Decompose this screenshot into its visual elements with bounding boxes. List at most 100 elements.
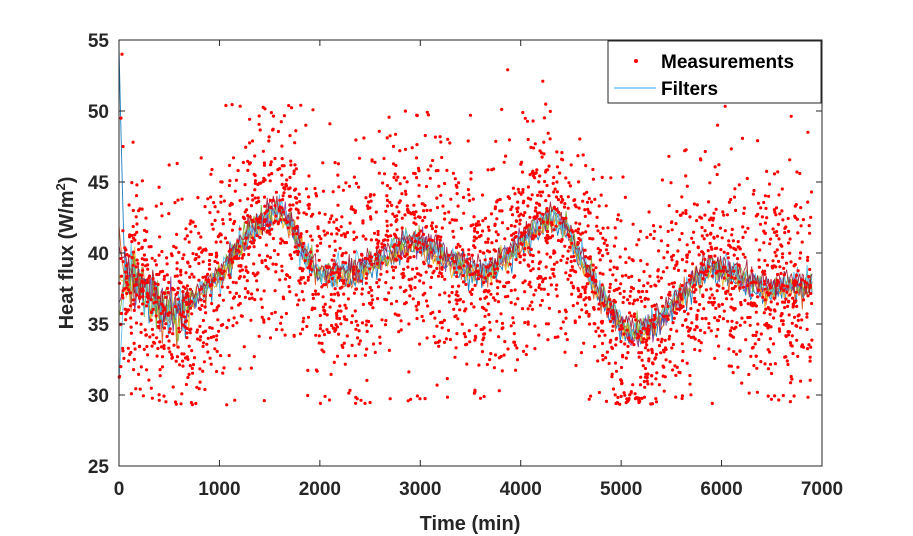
measurement-point [118,374,122,379]
measurement-point [214,369,219,374]
measurement-point [429,164,433,168]
measurement-point [693,328,697,332]
measurement-point [189,400,193,405]
measurement-point [309,250,313,254]
measurement-point [809,291,813,296]
measurement-point [659,276,664,280]
measurement-point [159,202,163,206]
measurement-point [541,190,545,194]
measurement-point [301,327,305,331]
measurement-point [685,253,690,257]
measurement-point [728,329,733,333]
measurement-point [443,181,447,186]
measurement-point [807,343,811,347]
measurement-point [289,159,293,163]
measurement-point [361,234,365,238]
measurement-point [673,364,677,368]
measurement-point [180,392,184,396]
measurement-point [675,329,679,333]
measurement-point [235,321,239,325]
measurement-point [659,239,664,243]
measurement-point [614,236,618,240]
measurement-point [216,318,220,322]
measurement-point [731,335,736,339]
measurement-point [637,399,641,403]
measurement-point [732,350,736,354]
measurement-point [385,224,389,228]
measurement-point [701,277,705,281]
measurement-point [716,327,720,332]
measurement-point [271,114,276,118]
measurement-point [680,342,684,346]
measurement-point [350,320,354,325]
measurement-point [488,263,493,267]
measurement-point [697,339,701,343]
measurement-point [604,238,608,242]
measurement-point [776,272,780,277]
measurement-point [297,298,301,302]
measurement-point [253,298,257,302]
measurement-point [352,265,356,269]
measurement-point [398,199,402,203]
measurement-point [538,226,542,230]
measurement-point [391,268,396,272]
measurement-point [810,338,814,342]
measurement-point [447,294,451,298]
measurement-point [121,296,125,300]
measurement-point [624,273,628,277]
measurement-point [377,171,381,175]
y-axis-title-superscript: 2 [53,183,68,190]
measurement-point [135,222,139,226]
measurement-point [514,258,518,262]
measurement-point [285,273,289,277]
measurement-point [276,168,280,172]
measurement-point [181,298,185,302]
measurement-point [232,316,236,320]
measurement-point [772,208,777,212]
measurement-point [374,238,379,242]
measurement-point [192,275,196,279]
measurement-point [190,349,194,353]
measurement-point [424,224,429,229]
measurement-point [741,252,745,256]
measurement-point [755,390,760,394]
measurement-point [707,200,711,204]
measurement-point [409,397,413,401]
measurement-point [331,266,335,270]
measurement-point [257,334,261,338]
measurement-point [298,199,302,204]
measurement-point [447,210,451,214]
measurement-point [340,343,344,347]
measurement-point [632,343,636,347]
measurement-point [336,267,340,271]
measurement-point [513,302,517,306]
measurement-point [573,259,577,263]
measurement-point [416,166,421,170]
measurement-point [426,113,430,117]
measurement-point [806,294,810,298]
measurement-point [645,338,649,343]
measurement-point [152,340,156,344]
measurement-point [514,368,518,372]
measurement-point [388,397,392,401]
measurement-point [354,327,358,331]
measurement-point [344,306,348,310]
measurement-point [672,316,676,320]
measurement-point [680,359,685,363]
measurement-point [620,382,624,386]
measurement-point [171,385,175,389]
measurement-point [370,288,374,292]
measurement-point [473,245,477,250]
measurement-point [385,298,389,302]
measurement-point [337,332,341,336]
measurement-point [529,197,533,201]
measurement-point [687,250,692,254]
measurement-point [584,255,588,259]
measurement-point [352,175,356,179]
measurement-point [788,400,793,404]
measurement-point [325,231,330,235]
measurement-point [642,284,646,288]
measurement-point [395,299,399,303]
measurement-point [533,324,537,328]
measurement-point [407,278,411,282]
